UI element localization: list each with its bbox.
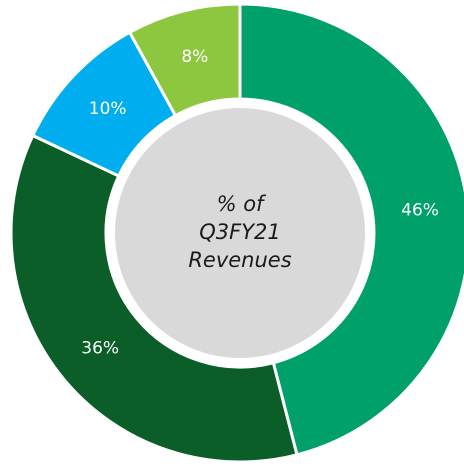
- donut-slice: [9, 133, 299, 464]
- center-text: Q3FY21: [199, 220, 281, 244]
- slice-label: 8%: [181, 47, 208, 67]
- donut-slice: [238, 2, 464, 457]
- center-disc: [115, 108, 365, 358]
- donut-slice: [127, 2, 242, 118]
- center-text: Revenues: [188, 248, 291, 272]
- slice-label: 10%: [89, 99, 127, 119]
- slice-label: 46%: [401, 200, 439, 220]
- center-text: % of: [217, 192, 267, 216]
- slice-label: 36%: [81, 339, 119, 359]
